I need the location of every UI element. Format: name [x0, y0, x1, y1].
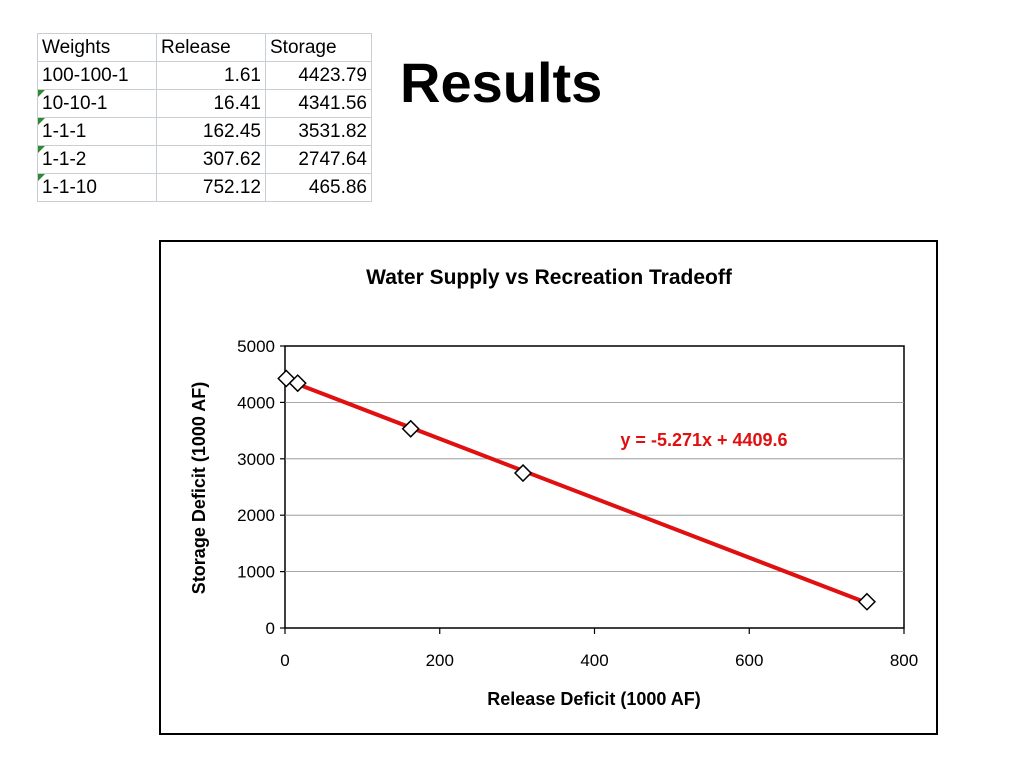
cell-storage[interactable]: 3531.82	[265, 117, 372, 146]
y-tick-label: 5000	[237, 337, 275, 356]
cell-release-text: 162.45	[202, 120, 261, 142]
cell-weights[interactable]: 10-10-1	[37, 89, 157, 118]
table-row: 1-1-10 752.12 465.86	[37, 173, 372, 202]
cell-release-text: 752.12	[202, 176, 261, 198]
table-row: 10-10-1 16.41 4341.56	[37, 89, 372, 118]
cell-storage-text: 3531.82	[298, 120, 367, 142]
trendline-equation: y = -5.271x + 4409.6	[620, 430, 787, 450]
y-axis-label: Storage Deficit (1000 AF)	[189, 382, 209, 594]
cell-release[interactable]: 1.61	[156, 61, 266, 90]
cell-storage-text: 465.86	[308, 176, 367, 198]
x-tick-label: 200	[426, 651, 454, 670]
cell-weights-text: 1-1-1	[42, 120, 87, 142]
cell-release-text: 16.41	[213, 92, 261, 114]
cell-release[interactable]: 752.12	[156, 173, 266, 202]
cell-release[interactable]: 16.41	[156, 89, 266, 118]
cell-storage-text: 2747.64	[298, 148, 367, 170]
x-tick-label: 0	[280, 651, 289, 670]
y-tick-label: 2000	[237, 506, 275, 525]
cell-release-text: 1.61	[224, 64, 261, 86]
cell-weights-text: 100-100-1	[42, 64, 129, 86]
data-point-marker	[513, 463, 533, 483]
chart-title: Water Supply vs Recreation Tradeoff	[366, 266, 733, 289]
table-header-row: Weights Release Storage	[37, 33, 372, 62]
table-row: 1-1-2 307.62 2747.64	[37, 145, 372, 174]
plot-area	[284, 345, 905, 629]
results-table-body: Weights Release Storage 100-100-1 1.61 442…	[37, 33, 372, 202]
results-table: Weights Release Storage 100-100-1 1.61 442…	[37, 33, 372, 202]
cell-weights-text: 1-1-2	[42, 148, 87, 170]
chart-frame	[159, 240, 938, 735]
x-tick-label: 600	[735, 651, 763, 670]
table-row: 100-100-1 1.61 4423.79	[37, 61, 372, 90]
cell-storage[interactable]: 465.86	[265, 173, 372, 202]
data-point-marker	[857, 592, 877, 611]
data-point-marker	[288, 374, 307, 393]
cell-weights[interactable]: 1-1-10	[37, 173, 157, 202]
table-row: 1-1-1 162.45 3531.82	[37, 117, 372, 146]
cell-storage-text: 4423.79	[298, 64, 367, 86]
cell-weights-text: 1-1-10	[42, 176, 97, 198]
cell-error-indicator-icon	[38, 118, 45, 125]
x-tick-label: 400	[580, 651, 608, 670]
y-tick-label: 0	[266, 619, 275, 638]
y-tick-label: 3000	[237, 450, 275, 469]
cell-storage[interactable]: 4423.79	[265, 61, 372, 90]
header-release[interactable]: Release	[156, 33, 266, 62]
x-tick-label: 800	[890, 651, 918, 670]
slide-title: Results	[400, 51, 603, 114]
cell-weights[interactable]: 1-1-2	[37, 145, 157, 174]
y-tick-label: 1000	[237, 563, 275, 582]
cell-release-text: 307.62	[202, 148, 261, 170]
x-axis-label: Release Deficit (1000 AF)	[487, 689, 700, 709]
cell-weights[interactable]: 1-1-1	[37, 117, 157, 146]
data-point-marker	[401, 419, 420, 438]
cell-error-indicator-icon	[38, 146, 45, 153]
y-tick-label: 4000	[237, 393, 275, 412]
cell-error-indicator-icon	[38, 174, 45, 181]
cell-error-indicator-icon	[38, 90, 45, 97]
cell-storage[interactable]: 4341.56	[265, 89, 372, 118]
cell-weights-text: 10-10-1	[42, 92, 108, 114]
header-storage[interactable]: Storage	[265, 33, 372, 62]
header-weights[interactable]: Weights	[37, 33, 157, 62]
cell-storage-text: 4341.56	[298, 92, 367, 114]
cell-release[interactable]: 162.45	[156, 117, 266, 146]
trendline	[284, 377, 869, 605]
